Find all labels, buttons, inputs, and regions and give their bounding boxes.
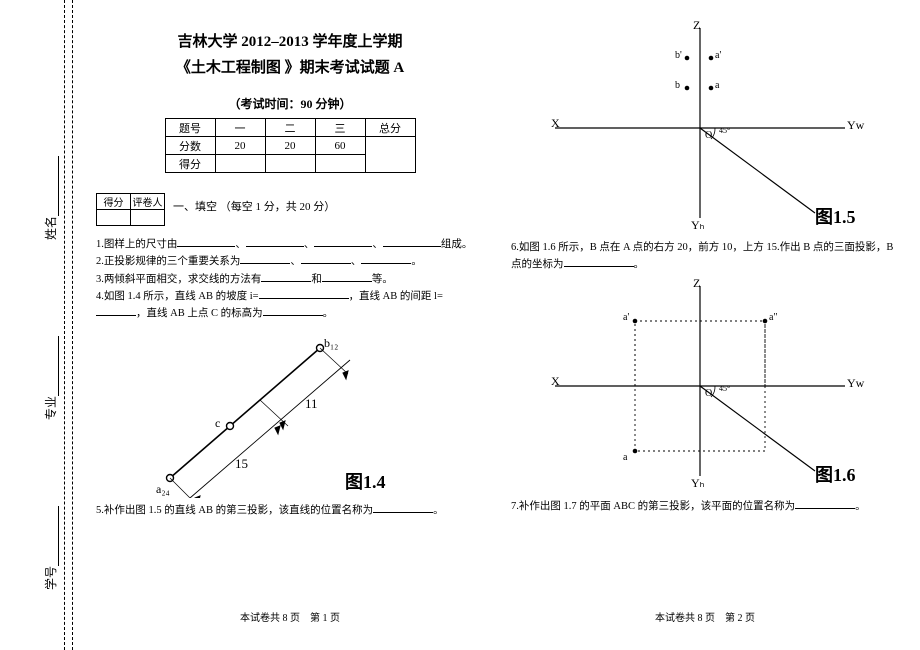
cell [265, 155, 315, 173]
q-text: ，直线 AB 上点 C 的标高为 [136, 308, 263, 319]
q6: 6.如图 1.6 所示，B 点在 A 点的右方 20，前方 10，上方 15.作… [511, 240, 899, 274]
cell: 二 [265, 119, 315, 137]
cell: 一 [215, 119, 265, 137]
title-line-1: 吉林大学 2012–2013 学年度上学期 [90, 30, 490, 56]
axis-x: X [551, 374, 560, 389]
figure-1-4: a₂₄ b₁₂ c 15 11 图1.4 [100, 328, 480, 498]
q4: 4.如图 1.4 所示，直线 AB 的坡度 i= ，直线 AB 的间距 l= ，直… [96, 288, 484, 323]
margin-label: 学号 [44, 566, 58, 590]
pt-c: c [215, 416, 220, 431]
q3: 3.两倾斜平面相交，求交线的方法有 和 等。 [96, 271, 484, 288]
question-block: 1.图样上的尺寸由、、、组成。 2.正投影规律的三个重要关系为、、。 3.两倾斜… [96, 236, 484, 322]
pt-b: b₁₂ [324, 336, 338, 351]
axis-yw: Yᴡ [847, 376, 864, 391]
score-table: 题号 一 二 三 总分 分数 20 20 60 得分 [165, 118, 416, 173]
q2: 2.正投影规律的三个重要关系为、、。 [96, 253, 484, 270]
cell: 60 [315, 137, 365, 155]
cell: 得分 [165, 155, 215, 173]
axis-z: Z [693, 276, 700, 291]
title-line-2: 《土木工程制图 》期末考试试题 A [90, 56, 490, 82]
axis-o: O [705, 388, 712, 399]
dim-15: 15 [235, 456, 248, 472]
angle-45: 45° [719, 126, 730, 135]
cell: 分数 [165, 137, 215, 155]
margin-label: 专业 [44, 396, 58, 420]
fig14-svg [100, 328, 480, 498]
axis-z: Z [693, 18, 700, 33]
q-text: 和 [311, 274, 322, 285]
margin-name: 姓名 [42, 156, 59, 240]
cell [131, 210, 165, 226]
table-row: 分数 20 20 60 [165, 137, 415, 155]
q1: 1.图样上的尺寸由、、、组成。 [96, 236, 484, 253]
section-1-header: 得分评卷人 一、填空 （每空 1 分，共 20 分） [96, 193, 490, 226]
binding-margin: 姓名 专业 学号 [0, 0, 80, 650]
table-row: 题号 一 二 三 总分 [165, 119, 415, 137]
angle-45: 45° [719, 384, 730, 393]
axis-o: O [705, 130, 712, 141]
cell [215, 155, 265, 173]
margin-major: 专业 [42, 336, 59, 420]
cell: 20 [265, 137, 315, 155]
exam-header: 吉林大学 2012–2013 学年度上学期 《土木工程制图 》期末考试试题 A … [90, 30, 490, 173]
q-text: ，直线 AB 的间距 l= [349, 291, 443, 302]
section-title: 一、填空 （每空 1 分，共 20 分） [173, 201, 335, 213]
pt: b [675, 80, 680, 91]
footer-page: 第 2 页 [725, 613, 755, 624]
marker-table: 得分评卷人 [96, 193, 165, 226]
footer-1: 本试卷共 8 页 第 1 页 [90, 609, 490, 624]
q-text: 1.图样上的尺寸由 [96, 239, 177, 250]
pt: a [623, 452, 627, 463]
cell: 总分 [365, 119, 415, 137]
pt: b' [675, 50, 682, 61]
q-text: 3.两倾斜平面相交，求交线的方法有 [96, 274, 261, 285]
fig-label-14: 图1.4 [345, 468, 386, 494]
footer-total: 本试卷共 8 页 [240, 613, 300, 624]
q5: 5.补作出图 1.5 的直线 AB 的第三投影，该直线的位置名称为。 [96, 502, 484, 519]
fig-label-15: 图1.5 [815, 203, 856, 229]
footer-2: 本试卷共 8 页 第 2 页 [505, 609, 905, 624]
cell-total [365, 137, 415, 173]
axis-yh: Yₕ [691, 476, 705, 491]
axis-yh: Yₕ [691, 218, 705, 233]
q-text: 2.正投影规律的三个重要关系为 [96, 256, 240, 267]
footer-total: 本试卷共 8 页 [655, 613, 715, 624]
q-text: 7.补作出图 1.7 的平面 ABC 的第三投影，该平面的位置名称为 [511, 501, 795, 512]
page-2: X Yᴡ Z Yₕ O 45° b' a' b a 图1.5 6.如图 1.6 … [505, 10, 905, 630]
dim-11: 11 [305, 396, 318, 412]
margin-label: 姓名 [44, 216, 58, 240]
pt-a: a₂₄ [156, 482, 170, 497]
page-1: 吉林大学 2012–2013 学年度上学期 《土木工程制图 》期末考试试题 A … [90, 10, 490, 630]
footer-page: 第 1 页 [310, 613, 340, 624]
margin-id: 学号 [42, 506, 59, 590]
pt: a" [769, 312, 778, 323]
axis-yw: Yᴡ [847, 118, 864, 133]
q7: 7.补作出图 1.7 的平面 ABC 的第三投影，该平面的位置名称为。 [511, 498, 899, 515]
q-text: 4.如图 1.4 所示，直线 AB 的坡度 i= [96, 291, 259, 302]
exam-time: （考试时间：90 分钟） [90, 95, 490, 112]
q-text: 等。 [372, 274, 393, 285]
cell: 三 [315, 119, 365, 137]
q-text: 5.补作出图 1.5 的直线 AB 的第三投影，该直线的位置名称为 [96, 505, 373, 516]
cell: 20 [215, 137, 265, 155]
cell [315, 155, 365, 173]
cell [97, 210, 131, 226]
figure-1-5: X Yᴡ Z Yₕ O 45° b' a' b a 图1.5 [515, 18, 895, 238]
figure-1-6: X Yᴡ Z Yₕ O 45° a' a" a 图1.6 [515, 276, 895, 496]
cell: 得分 [97, 194, 131, 210]
q-text: 组成。 [441, 239, 473, 250]
cell: 评卷人 [131, 194, 165, 210]
fig-label-16: 图1.6 [815, 461, 856, 487]
cell: 题号 [165, 119, 215, 137]
axis-x: X [551, 116, 560, 131]
pt: a [715, 80, 719, 91]
pt: a' [623, 312, 629, 323]
pt: a' [715, 50, 721, 61]
